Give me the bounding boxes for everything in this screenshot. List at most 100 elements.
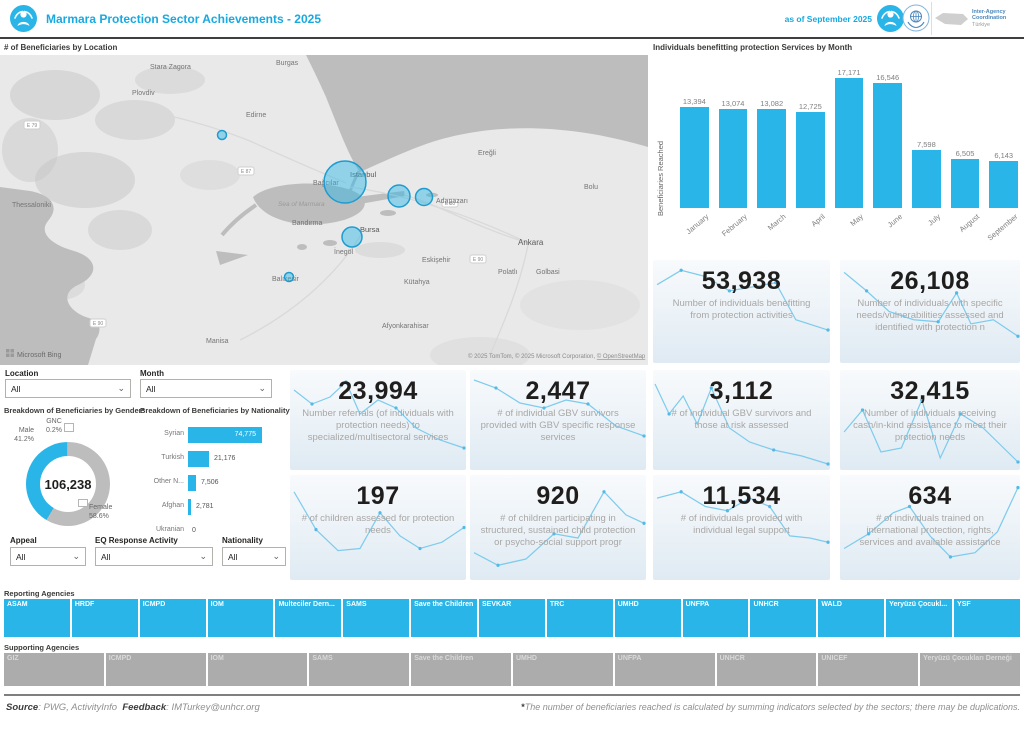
sector-logo-icon: [877, 5, 904, 32]
map-bubble[interactable]: [387, 184, 411, 208]
agency-cell[interactable]: ICMPD: [105, 653, 206, 686]
agency-cell[interactable]: UNHCR: [750, 599, 817, 637]
agency-cell[interactable]: HRDF: [71, 599, 138, 637]
monthly-chart-title: Individuals benefitting protection Servi…: [653, 43, 853, 52]
openstreetmap-link[interactable]: © OpenStreetMap: [597, 353, 646, 360]
bar-february[interactable]: [718, 109, 748, 208]
nationality-row: Ukranian 0: [155, 526, 196, 534]
bar-value: 7,598: [916, 140, 936, 149]
agency-cell[interactable]: Yeryüzü Çocukl...: [886, 599, 953, 637]
agency-cell[interactable]: Save the Children: [411, 653, 511, 686]
location-filter[interactable]: All ⌄: [5, 379, 131, 398]
bar-may[interactable]: [834, 78, 864, 208]
svg-text:Thessaloniki: Thessaloniki: [12, 202, 51, 209]
sparkline: [843, 271, 1020, 338]
map-bubble[interactable]: [414, 187, 434, 207]
supporting-agencies-strip: GIZ ICMPD IOM SAMS Save the Children UMH…: [4, 653, 1020, 686]
nationality-bar-turkish[interactable]: [188, 451, 209, 467]
appeal-filter-label: Appeal: [10, 536, 37, 545]
footer-source: Source: PWG, ActivityInfo Feedback: IMTu…: [6, 702, 260, 713]
agency-cell[interactable]: UNHCR: [716, 653, 817, 686]
kpi-card: 197 # of children assessed for protectio…: [290, 475, 466, 580]
nationality-bar-syrian[interactable]: [188, 427, 262, 443]
chevron-down-icon: ⌄: [72, 551, 80, 561]
map-bubble[interactable]: [283, 271, 295, 283]
svg-text:Ereğli: Ereğli: [478, 150, 496, 157]
bar-july[interactable]: [912, 150, 941, 208]
svg-text:Bolu: Bolu: [584, 184, 598, 191]
bar-value: 12,725: [798, 102, 822, 111]
map-bubbles[interactable]: [216, 129, 434, 283]
agency-cell[interactable]: UMHD: [614, 599, 681, 637]
agency-cell[interactable]: TRC: [546, 599, 613, 637]
bar-august[interactable]: [950, 159, 980, 208]
map-title: # of Beneficiaries by Location: [4, 43, 118, 52]
month-filter-label: Month: [140, 369, 164, 378]
gender-female-label: Female 58.6%: [89, 504, 113, 521]
kpi-label: # of individuals trained on internationa…: [859, 513, 1001, 548]
agency-cell[interactable]: Save the Children: [411, 599, 478, 637]
kpi-card: 53,938 Number of individuals benefitting…: [653, 260, 830, 363]
agency-cell[interactable]: SAMS: [343, 599, 410, 637]
agency-cell[interactable]: SEVKAR: [479, 599, 545, 637]
agency-cell[interactable]: ASAM: [4, 599, 70, 637]
kpi-card: 23,994 Number referrals (of individuals …: [290, 370, 466, 470]
agency-cell[interactable]: ICMPD: [139, 599, 206, 637]
beneficiaries-map[interactable]: E 79 E 87 E 80 E 90 E 90 Stara Zagora Bu…: [0, 55, 648, 365]
agency-cell[interactable]: IOM: [207, 653, 308, 686]
chevron-down-icon: ⌄: [117, 383, 125, 393]
svg-text:Eskişehir: Eskişehir: [422, 257, 451, 264]
agency-cell[interactable]: WALD: [818, 599, 885, 637]
eq-response-filter[interactable]: All ⌄: [95, 547, 213, 566]
kpi-label: # of children participating in structure…: [480, 513, 636, 548]
bar-april[interactable]: [796, 112, 825, 208]
bar-january[interactable]: [680, 107, 709, 208]
map-bubble[interactable]: [341, 226, 363, 248]
bar-march[interactable]: [757, 109, 787, 208]
kpi-label: Number of individuals benefitting from p…: [672, 298, 811, 321]
kpi-card: 26,108 Number of individuals with specif…: [840, 260, 1020, 363]
nationality-filter[interactable]: All ⌄: [222, 547, 286, 566]
agency-cell[interactable]: Yeryüzü Çocukları Derneği: [920, 653, 1020, 686]
nationality-bar-other[interactable]: [188, 475, 196, 491]
kpi-value: 53,938: [701, 267, 782, 295]
svg-text:Burgas: Burgas: [276, 60, 299, 67]
map-bubble[interactable]: [323, 160, 367, 204]
agency-cell[interactable]: GIZ: [4, 653, 104, 686]
svg-text:E 79: E 79: [27, 123, 38, 129]
reporting-agencies-title: Reporting Agencies: [4, 589, 75, 598]
kpi-label: # of individual GBV survivors provided w…: [480, 408, 636, 443]
bosphorus-strait: [348, 170, 361, 193]
agency-cell[interactable]: UNFPA: [614, 653, 715, 686]
kpi-value: 197: [356, 482, 400, 510]
svg-text:Polatlı: Polatlı: [498, 269, 518, 276]
kpi-card: 3,112 # of individual GBV survivors and …: [653, 370, 830, 470]
agency-cell[interactable]: UMHD: [512, 653, 613, 686]
map-bubble[interactable]: [216, 129, 228, 141]
month-filter[interactable]: All ⌄: [140, 379, 272, 398]
bar-june[interactable]: [873, 83, 903, 208]
svg-text:E 90: E 90: [93, 321, 104, 327]
agency-cell[interactable]: SAMS: [309, 653, 410, 686]
x-axis-labels: January February March April May June Ju…: [684, 212, 1020, 243]
appeal-filter[interactable]: All ⌄: [10, 547, 86, 566]
sparkline: [654, 383, 830, 466]
agency-cell[interactable]: Multeciler Dern...: [275, 599, 342, 637]
feedback-email[interactable]: : IMTurkey@unhcr.org: [166, 702, 260, 713]
bar-september[interactable]: [989, 161, 1019, 208]
footer-note: *The number of beneficiaries reached is …: [521, 702, 1020, 712]
agency-cell[interactable]: YSF: [954, 599, 1020, 637]
sparkline: [656, 490, 830, 544]
agency-cell[interactable]: IOM: [207, 599, 274, 637]
agency-cell[interactable]: UNICEF: [818, 653, 919, 686]
gender-chart-title: Breakdown of Beneficiaries by Gender*: [4, 406, 145, 415]
nationality-row: Syrian 74,775: [140, 425, 286, 447]
svg-text:Bağcılar: Bağcılar: [313, 180, 339, 187]
svg-text:Adapazarı: Adapazarı: [436, 198, 468, 205]
turkiye-map-icon: [935, 12, 968, 25]
kpi-label: Number of individuals with specific need…: [856, 298, 1004, 333]
org-line2: Coordination: [972, 15, 1007, 22]
nationality-bar-afghan[interactable]: [188, 499, 191, 515]
agency-cell[interactable]: UNFPA: [682, 599, 749, 637]
svg-text:Bandırma: Bandırma: [292, 220, 322, 227]
